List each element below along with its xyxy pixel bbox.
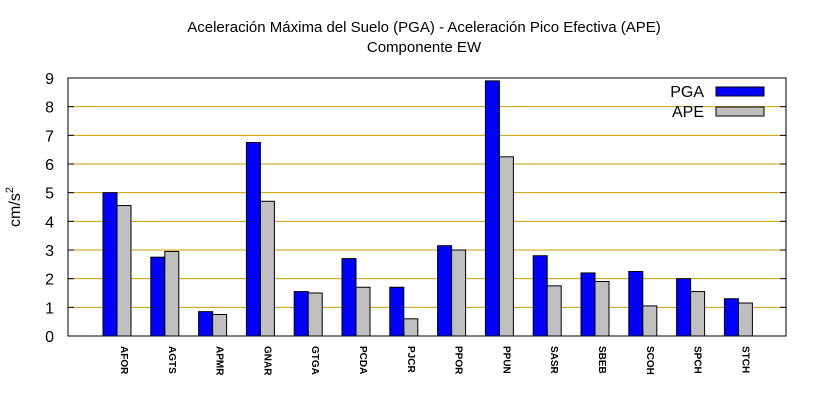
bar-ape-apmr — [212, 314, 228, 337]
x-tick-label-gnar: GNAR — [261, 346, 272, 376]
bar-pga-ppor — [437, 245, 453, 337]
legend: PGA APE — [670, 84, 765, 121]
bar-ape-scoh — [642, 305, 658, 337]
x-axis-ticks: AFOR AGTS APMR GNAR GTGA PCDA PJCR PPOR PPUN SASR… — [116, 330, 750, 376]
bar-pga-gnar — [245, 142, 261, 337]
bar-ape-ppor — [451, 249, 467, 337]
bar-ape-sasr — [546, 285, 562, 337]
bar-pga-afor — [102, 192, 118, 337]
gridlines — [68, 106, 786, 308]
bar-pga-stch — [723, 298, 739, 337]
bar-ape-agts — [164, 250, 180, 337]
y-tick-label-6: 6 — [45, 157, 54, 174]
bar-ape-spch — [690, 291, 706, 337]
bar-pga-gtga — [293, 291, 309, 337]
y-tick-label-1: 1 — [45, 300, 54, 317]
x-tick-label-afor: AFOR — [118, 346, 129, 375]
x-tick-label-apmr: APMR — [214, 346, 225, 376]
x-tick-label-scoh: SCOH — [644, 346, 655, 375]
chart-subtitle: Componente EW — [367, 39, 482, 56]
bar-ape-ppun — [498, 156, 514, 337]
legend-label-pga: PGA — [670, 84, 704, 101]
y-tick-label-7: 7 — [45, 128, 54, 145]
y-tick-label-2: 2 — [45, 272, 54, 289]
bar-ape-pjcr — [403, 318, 419, 337]
bar-pga-agts — [150, 256, 166, 337]
x-tick-label-ppor: PPOR — [453, 346, 464, 375]
x-tick-label-ppun: PPUN — [500, 346, 511, 374]
x-tick-label-sasr: SASR — [548, 346, 559, 375]
bar-ape-gnar — [259, 200, 275, 337]
y-tick-label-8: 8 — [45, 100, 54, 117]
x-tick-label-pcda: PCDA — [357, 346, 368, 374]
x-tick-label-pjcr: PJCR — [405, 346, 416, 373]
bar-ape-sbeb — [594, 281, 610, 337]
bar-pga-ppun — [484, 80, 500, 337]
y-axis-label-unit: cm/s — [7, 193, 24, 227]
bars — [102, 80, 753, 337]
legend-swatch-pga — [715, 86, 765, 97]
x-tick-label-sbeb: SBEB — [596, 346, 607, 374]
bar-ape-pcda — [355, 286, 371, 337]
y-axis-ticks: 0 1 2 3 4 5 6 7 8 9 — [45, 71, 786, 346]
bar-pga-sasr — [532, 255, 548, 337]
bar-ape-afor — [116, 205, 132, 337]
y-axis-label-exponent: 2 — [4, 187, 16, 193]
bar-pga-apmr — [198, 311, 214, 337]
x-tick-label-spch: SPCH — [692, 346, 703, 374]
y-tick-label-0: 0 — [45, 329, 54, 346]
plot-frame — [67, 77, 787, 337]
y-tick-label-4: 4 — [45, 214, 54, 231]
x-tick-label-gtga: GTGA — [309, 346, 320, 375]
bar-pga-pjcr — [389, 286, 405, 337]
legend-label-ape: APE — [672, 104, 704, 121]
bar-pga-scoh — [628, 271, 644, 337]
y-tick-label-3: 3 — [45, 243, 54, 260]
bar-ape-stch — [737, 302, 753, 337]
y-tick-label-9: 9 — [45, 71, 54, 88]
x-tick-label-agts: AGTS — [166, 346, 177, 374]
bar-pga-pcda — [341, 258, 357, 337]
bar-pga-sbeb — [580, 272, 596, 337]
chart-title: Aceleración Máxima del Suelo (PGA) - Ace… — [187, 19, 661, 36]
y-axis-label: cm/s2 — [4, 187, 24, 227]
y-tick-label-5: 5 — [45, 186, 54, 203]
bar-ape-gtga — [307, 292, 323, 337]
x-tick-label-stch: STCH — [739, 346, 750, 373]
legend-swatch-ape — [715, 106, 765, 117]
bar-pga-spch — [676, 278, 692, 337]
